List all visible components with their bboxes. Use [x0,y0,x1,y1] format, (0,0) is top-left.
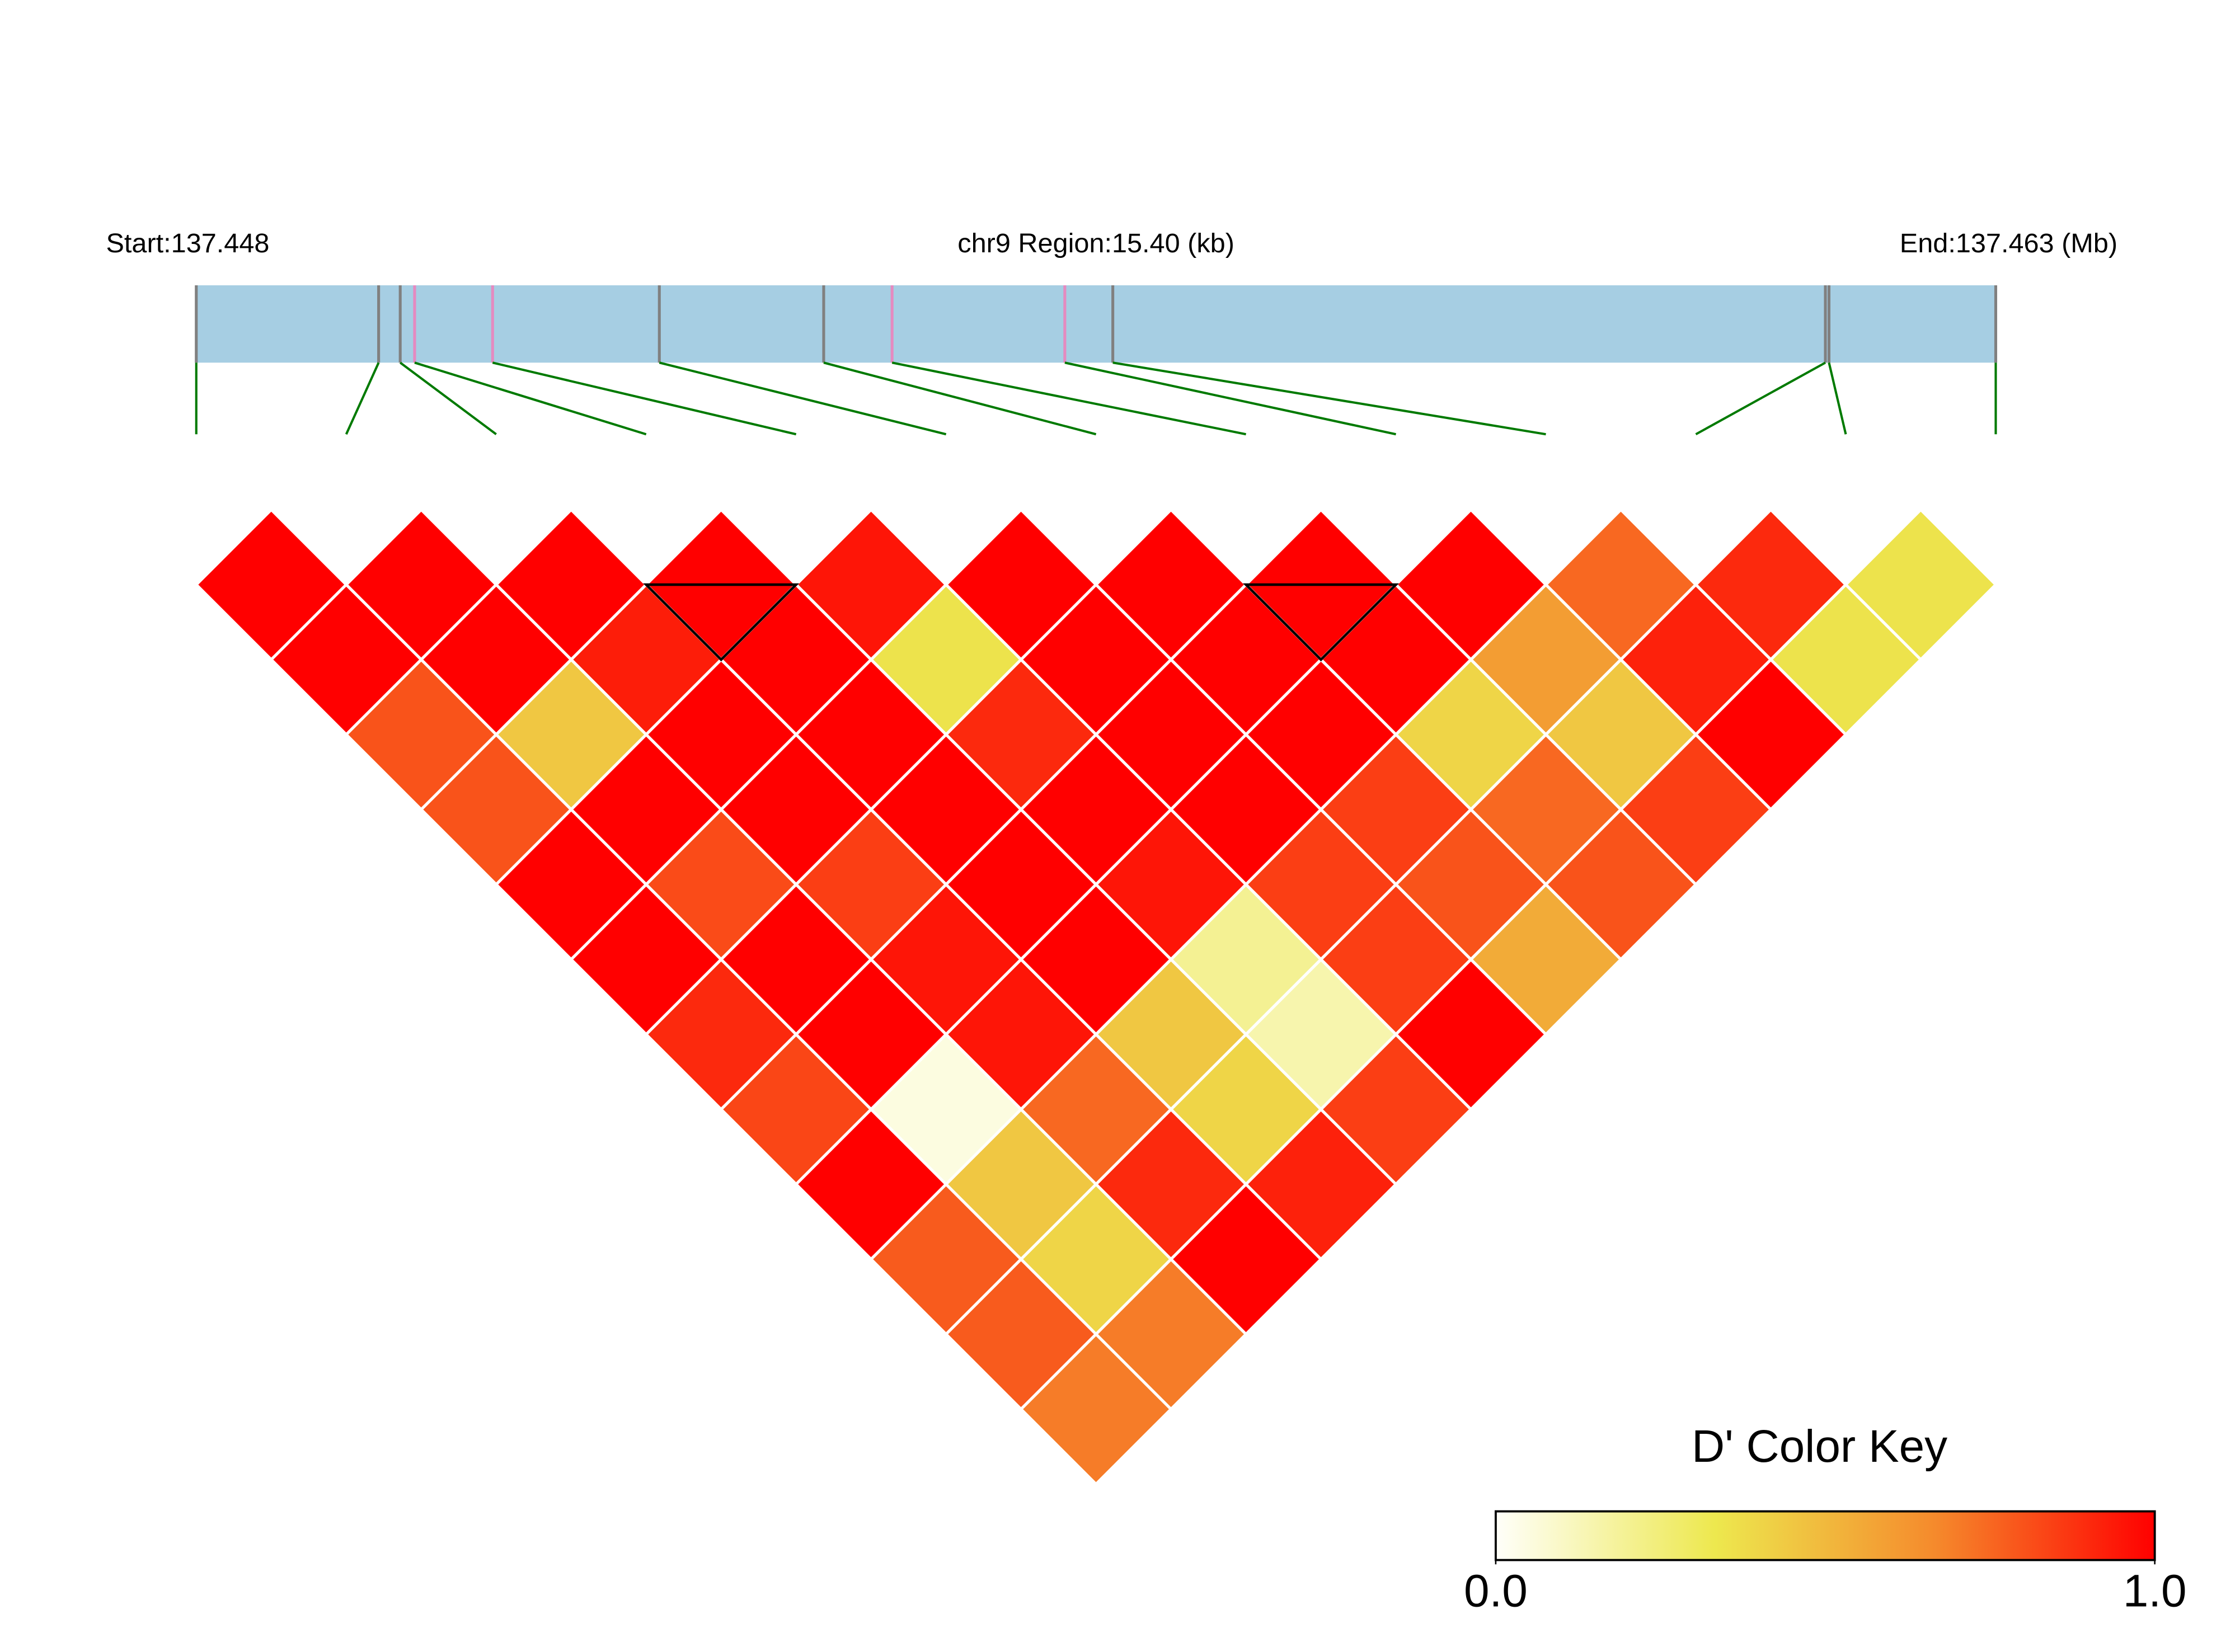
ld-block [643,583,800,662]
snp-link [1112,361,1546,436]
snp-link [891,361,1246,436]
snp-link [823,361,1097,436]
snp-link [1828,362,1847,435]
snp-link [345,362,380,435]
snp-link [659,361,947,436]
key-tick-label: 1.0 [2123,1566,2187,1617]
snp-link [1695,361,1826,436]
start-label: Start:137.448 [106,228,269,258]
color-key-bar [1494,1510,2156,1561]
ld-cell [1018,1332,1173,1486]
region-bar [196,285,1996,363]
ld-block [1243,583,1400,662]
key-tick-label: 0.0 [1464,1566,1528,1617]
snp-link [1064,361,1396,436]
region-label: chr9 Region:15.40 (kb) [957,228,1234,258]
snp-link [399,361,497,435]
end-label: End:137.463 (Mb) [1900,228,2117,258]
key-title: D' Color Key [1692,1421,1947,1472]
snp-link [414,361,647,436]
snp-link [492,361,797,436]
